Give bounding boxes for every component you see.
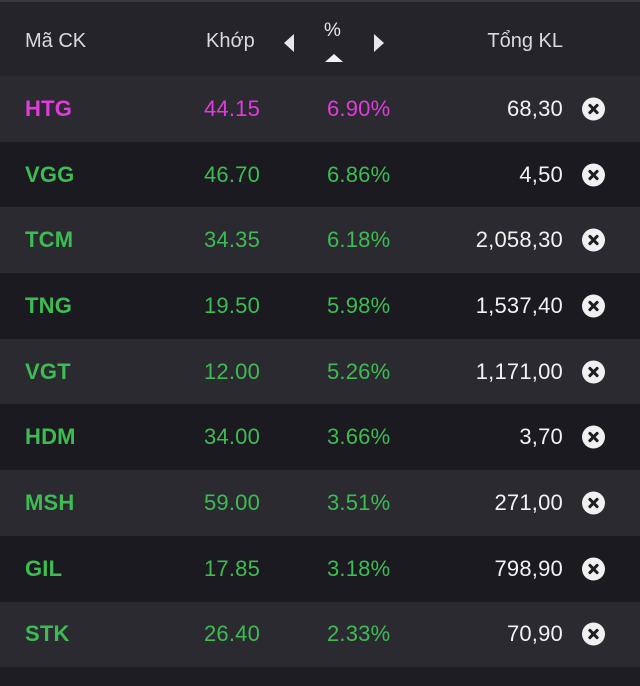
close-circle-icon[interactable]	[582, 97, 605, 121]
percent-label: %	[324, 20, 341, 41]
table-row[interactable]: GIL 17.85 3.18% 798,90	[0, 535, 640, 602]
table-row[interactable]: HDM 34.00 3.66% 3,70	[0, 404, 640, 471]
table-row[interactable]: MSH 59.00 3.51% 271,00	[0, 470, 640, 536]
close-circle-icon[interactable]	[582, 491, 605, 515]
match-price: 26.40	[204, 621, 261, 647]
close-circle-icon[interactable]	[582, 294, 605, 318]
total-volume: 68,30	[506, 95, 563, 121]
match-price: 46.70	[204, 161, 261, 187]
stock-rows: HTG 44.15 6.90% 68,30 VGG 46.70 6.86% 4,50 TCM 34…	[0, 76, 640, 668]
change-percent: 6.18%	[327, 227, 391, 253]
stock-symbol: VGG	[25, 161, 75, 187]
next-column-arrow-icon[interactable]	[374, 34, 384, 52]
table-row[interactable]: STK 26.40 2.33% 70,90	[0, 601, 640, 668]
stock-symbol: MSH	[25, 489, 75, 515]
total-volume: 798,90	[494, 555, 563, 581]
sort-ascending-icon	[325, 54, 343, 62]
table-row[interactable]: VGG 46.70 6.86% 4,50	[0, 141, 640, 208]
close-circle-icon[interactable]	[582, 425, 605, 449]
stock-symbol: GIL	[25, 555, 63, 581]
total-volume: 4,50	[519, 161, 563, 187]
column-header-total-volume[interactable]: Tổng KL	[487, 30, 563, 52]
close-circle-icon[interactable]	[582, 163, 605, 187]
close-circle-icon[interactable]	[582, 622, 605, 646]
stock-symbol: STK	[25, 621, 70, 647]
total-volume: 70,90	[506, 621, 563, 647]
previous-column-arrow-icon[interactable]	[284, 34, 294, 52]
total-volume: 271,00	[494, 489, 563, 515]
match-price: 19.50	[204, 292, 261, 318]
stock-symbol: HTG	[25, 95, 73, 121]
change-percent: 3.66%	[327, 424, 391, 450]
close-circle-icon[interactable]	[582, 557, 605, 581]
change-percent: 3.51%	[327, 489, 391, 515]
stock-symbol: TCM	[25, 227, 74, 253]
column-header-symbol[interactable]: Mã CK	[25, 30, 87, 52]
match-price: 12.00	[204, 358, 261, 384]
total-volume: 3,70	[519, 424, 563, 450]
stock-symbol: VGT	[25, 358, 71, 384]
stock-symbol: HDM	[25, 424, 76, 450]
column-header-percent[interactable]: %	[318, 20, 352, 66]
total-volume: 1,537,40	[475, 292, 563, 318]
table-header: Mã CK Khớp % Tổng KL	[0, 0, 640, 76]
column-header-match-price[interactable]: Khớp	[206, 30, 255, 52]
total-volume: 2,058,30	[475, 227, 563, 253]
change-percent: 6.86%	[327, 161, 391, 187]
match-price: 17.85	[204, 555, 261, 581]
change-percent: 3.18%	[327, 555, 391, 581]
match-price: 59.00	[204, 489, 261, 515]
table-row[interactable]: TCM 34.35 6.18% 2,058,30	[0, 207, 640, 274]
change-percent: 2.33%	[327, 621, 391, 647]
total-volume: 1,171,00	[475, 358, 563, 384]
match-price: 44.15	[204, 95, 261, 121]
stock-symbol: TNG	[25, 292, 73, 318]
table-row[interactable]: VGT 12.00 5.26% 1,171,00	[0, 338, 640, 405]
match-price: 34.00	[204, 424, 261, 450]
table-row[interactable]: HTG 44.15 6.90% 68,30	[0, 76, 640, 142]
table-row[interactable]: TNG 19.50 5.98% 1,537,40	[0, 273, 640, 339]
change-percent: 5.26%	[327, 358, 391, 384]
close-circle-icon[interactable]	[582, 360, 605, 384]
close-circle-icon[interactable]	[582, 228, 605, 252]
change-percent: 5.98%	[327, 292, 391, 318]
match-price: 34.35	[204, 227, 261, 253]
change-percent: 6.90%	[327, 95, 391, 121]
